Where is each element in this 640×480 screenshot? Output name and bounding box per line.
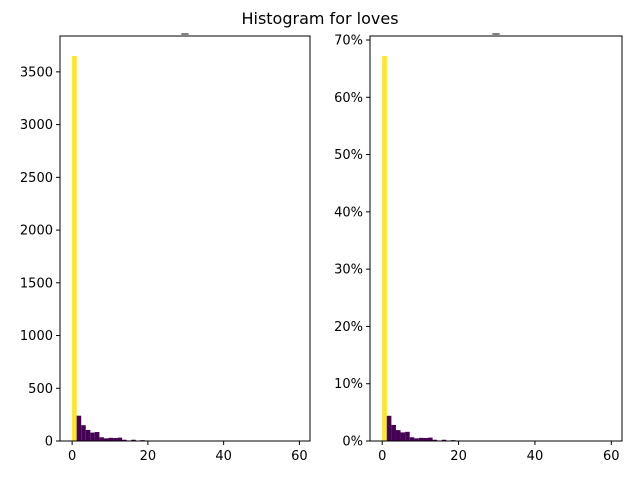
x-tick-label: 60 bbox=[291, 449, 308, 464]
histogram-bar-6 bbox=[409, 437, 415, 441]
histogram-bar-4 bbox=[90, 432, 95, 441]
axes-title: _ bbox=[492, 19, 501, 35]
y-tick-label: 10% bbox=[334, 377, 363, 392]
y-tick-label: 2000 bbox=[20, 224, 53, 239]
histogram-bar-1 bbox=[76, 415, 82, 441]
y-tick-label: 3500 bbox=[20, 65, 53, 80]
histogram-bar-0 bbox=[72, 56, 77, 441]
histogram-bar-3 bbox=[85, 429, 91, 441]
histogram-bar-7 bbox=[103, 438, 109, 441]
y-tick-label: 1500 bbox=[20, 276, 53, 291]
y-tick-label: 30% bbox=[334, 263, 363, 278]
x-tick-label: 0 bbox=[378, 449, 386, 464]
axes-frame bbox=[369, 35, 623, 442]
histogram-bar-1 bbox=[386, 415, 392, 441]
y-tick-label: 2500 bbox=[20, 171, 53, 186]
axes-title: _ bbox=[181, 19, 190, 35]
x-tick-label: 60 bbox=[603, 449, 620, 464]
y-tick-label: 20% bbox=[334, 320, 363, 335]
histogram-bar-9 bbox=[113, 438, 118, 441]
histogram-bar-11 bbox=[432, 439, 438, 441]
histogram-bar-10 bbox=[117, 437, 123, 441]
y-tick-label: 50% bbox=[334, 148, 363, 163]
histogram-bar-6 bbox=[99, 437, 104, 441]
y-tick-label: 1000 bbox=[20, 329, 53, 344]
x-tick-label: 20 bbox=[140, 449, 157, 464]
histogram-bar-13 bbox=[131, 439, 136, 441]
histogram-bar-8 bbox=[108, 437, 114, 441]
x-tick-label: 20 bbox=[450, 449, 467, 464]
y-tick-label: 40% bbox=[334, 205, 363, 220]
histogram-bar-4 bbox=[400, 432, 406, 441]
histogram-bar-10 bbox=[428, 437, 433, 441]
y-tick-label: 500 bbox=[28, 382, 53, 397]
y-tick-label: 70% bbox=[334, 34, 363, 49]
histogram-bar-5 bbox=[94, 432, 100, 441]
histogram-bar-9 bbox=[423, 438, 429, 441]
y-tick-label: 0 bbox=[45, 435, 53, 450]
histogram-bar-3 bbox=[395, 430, 401, 441]
axes-frame bbox=[59, 35, 311, 442]
x-tick-label: 40 bbox=[215, 449, 232, 464]
histogram-bar-5 bbox=[405, 431, 410, 441]
histogram-bar-2 bbox=[391, 424, 396, 441]
percent-histogram-axes: 0 20 40 60 0% 10% 20% 30% 40% 50% 60% 70% _ bbox=[334, 19, 623, 464]
count-histogram-axes: 0 20 40 60 0 500 1000 1500 2000 2500 3000 3500 _ bbox=[20, 19, 311, 464]
histogram-bar-2 bbox=[81, 425, 86, 441]
x-tick-label: 40 bbox=[527, 449, 544, 464]
x-tick-label: 0 bbox=[68, 449, 76, 464]
histogram-bar-0 bbox=[382, 56, 387, 442]
figure-title: Histogram for loves bbox=[241, 9, 398, 28]
histogram-bar-7 bbox=[414, 438, 419, 441]
histogram-bar-13 bbox=[441, 439, 447, 441]
y-tick-label: 60% bbox=[334, 91, 363, 106]
y-tick-label: 3000 bbox=[20, 118, 53, 133]
histogram-bar-8 bbox=[418, 437, 424, 441]
histogram-bar-11 bbox=[122, 439, 127, 441]
y-tick-label: 0% bbox=[342, 435, 363, 450]
